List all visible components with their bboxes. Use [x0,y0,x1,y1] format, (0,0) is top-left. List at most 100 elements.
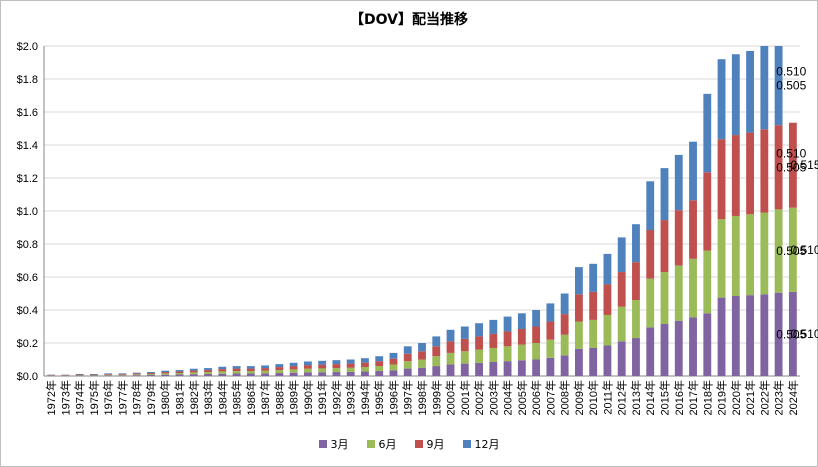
x-tick-label: 1978年 [130,380,144,415]
bar-segment [689,200,697,259]
x-tick-label: 2016年 [672,380,686,415]
x-tick-label: 1994年 [358,380,372,415]
x-tick-label: 1992年 [329,380,343,415]
bar-segment [560,355,569,376]
bar-segment [361,358,369,363]
bar-segment [104,375,113,376]
bar-segment [746,50,754,133]
y-tick-label: $0.4 [17,305,38,317]
bar-segment [275,364,284,368]
bar-segment [389,358,398,365]
bar-segment [546,339,555,358]
bar-segment [674,265,683,321]
bar-segment [246,371,255,374]
bar-segment [175,374,184,376]
bar-segment [161,372,170,374]
y-tick-label: $1.8 [17,74,38,86]
bar-segment [204,368,212,371]
bar-segment [132,375,141,376]
x-tick-label: 1977年 [115,380,129,415]
data-label: 0.505 [776,79,806,93]
legend-label: 6月 [378,438,397,451]
bar-segment [489,333,498,348]
bar-segment [303,368,312,373]
bar-segment [161,370,170,373]
bar-segment [303,365,312,369]
bar-segment [489,319,498,334]
bar-segment [517,360,526,376]
bar-segment [503,346,512,362]
bar-segment [147,372,155,374]
bar-segment [689,141,697,201]
bar-segment [303,372,312,376]
data-label: 0.505 [776,327,806,341]
x-tick-label: 2015年 [657,380,671,415]
bar-segment [617,272,626,307]
bar-segment [132,372,141,374]
bar-segment [147,375,155,376]
bar-segment [574,267,583,295]
legend-item: 6月 [366,436,397,452]
bar-segment [104,374,113,375]
bar-segment [532,359,541,376]
bar-segment [303,361,312,366]
bar-segment [189,374,198,376]
bar-segment [418,367,426,376]
bar-segment [432,356,441,367]
x-tick-label: 2023年 [772,380,786,415]
bar-segment [617,341,626,376]
bar-segment [460,363,469,376]
bar-segment [275,367,284,371]
bar-segment [132,374,141,376]
bar-segment [332,364,341,369]
bar-segment [546,357,555,376]
bar-segment [232,373,241,376]
x-tick-label: 2007年 [543,380,557,415]
bar-segment [503,316,512,332]
bar-segment [432,366,441,376]
x-tick-label: 1984年 [215,380,229,415]
x-tick-label: 1975年 [87,380,101,415]
legend-label: 3月 [330,438,349,451]
bar-segment [560,293,569,315]
bar-segment [603,253,612,285]
y-tick-label: $1.6 [17,107,38,119]
bar-segment [689,317,697,376]
bar-segment [546,321,555,340]
bar-segment [232,366,241,369]
legend-label: 9月 [426,438,445,451]
bar-segment [632,338,640,376]
bar-segment [746,132,754,215]
x-tick-label: 2009年 [572,380,586,415]
chart-title: 【DOV】配当推移 [350,12,468,28]
bar-segment [674,210,683,266]
x-tick-label: 2006年 [529,380,543,415]
bar-segment [375,356,384,362]
bar-segment [147,374,155,376]
bar-segment [403,346,412,354]
bar-segment [418,351,426,360]
bar-segment [175,373,184,375]
bar-segment [318,368,327,373]
bar-segment [703,313,712,376]
x-tick-label: 2003年 [486,380,500,415]
x-tick-label: 1986年 [244,380,258,415]
bar-segment [674,154,683,211]
x-tick-label: 1981年 [173,380,187,415]
x-tick-label: 1988年 [272,380,286,415]
bar-segment [204,374,212,376]
bar-segment [289,369,298,373]
bar-segment [361,362,369,368]
y-tick-label: $1.2 [17,173,38,185]
bar-segment [104,374,113,376]
bar-segment [460,326,469,339]
bar-segment [147,373,155,375]
x-tick-label: 2001年 [458,380,472,415]
bar-segment [731,215,740,296]
bar-segment [446,341,455,353]
bar-segment [361,367,369,372]
x-tick-label: 1990年 [301,380,315,415]
legend-swatch [462,440,471,448]
bar-segment [332,368,341,373]
bar-segment [788,207,797,292]
